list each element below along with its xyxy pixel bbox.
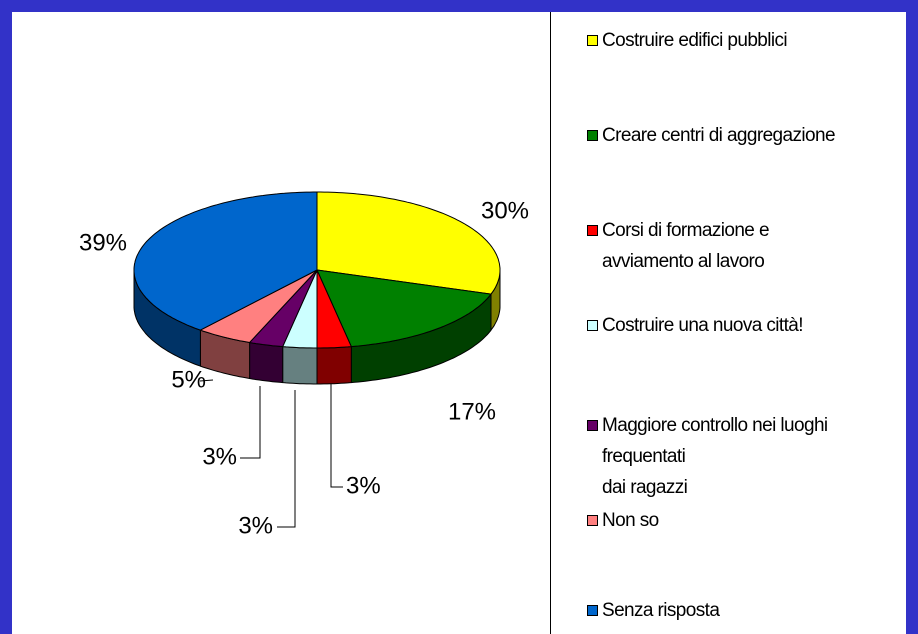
data-label: 3% [238, 512, 273, 539]
slice [316, 269, 492, 348]
slice [316, 269, 353, 349]
data-label: 3% [202, 443, 237, 470]
legend-swatch [587, 515, 598, 526]
data-label: 39% [79, 229, 127, 256]
legend-swatch [587, 420, 598, 431]
legend-swatch [587, 320, 598, 331]
legend-swatch [587, 35, 598, 46]
slice-side [316, 346, 352, 385]
data-label: 3% [346, 472, 381, 499]
legend-label: Costruire una nuova città! [602, 315, 804, 336]
legend: Costruire edifici pubblici Creare centri … [550, 12, 906, 634]
legend-label: Costruire edifici pubblici [602, 30, 788, 51]
data-label: 30% [481, 197, 529, 224]
slice [316, 191, 501, 295]
legend-label: Non so [602, 510, 659, 531]
slice-side [249, 341, 284, 384]
slice [199, 269, 318, 344]
leader-line [330, 384, 343, 488]
legend-label: Maggiore controllo nei luoghi frequentat… [602, 415, 828, 498]
legend-swatch [587, 130, 598, 141]
slice-side [282, 346, 318, 385]
legend-label: Senza risposta [602, 600, 720, 621]
leader-line [199, 379, 214, 382]
data-label: 17% [448, 398, 496, 425]
slice [133, 191, 318, 331]
legend-swatch [587, 225, 598, 236]
legend-label: Corsi di formazione e avviamento al lavo… [602, 220, 770, 272]
slice [248, 269, 318, 348]
legend-label: Creare centri di aggregazione [602, 125, 836, 146]
leader-line [277, 390, 296, 528]
legend-swatch [587, 605, 598, 616]
leader-line [240, 386, 261, 459]
chart: 30% 17% 3% 3% 3% 5% 39% [79, 191, 529, 539]
data-label: 5% [171, 366, 206, 393]
